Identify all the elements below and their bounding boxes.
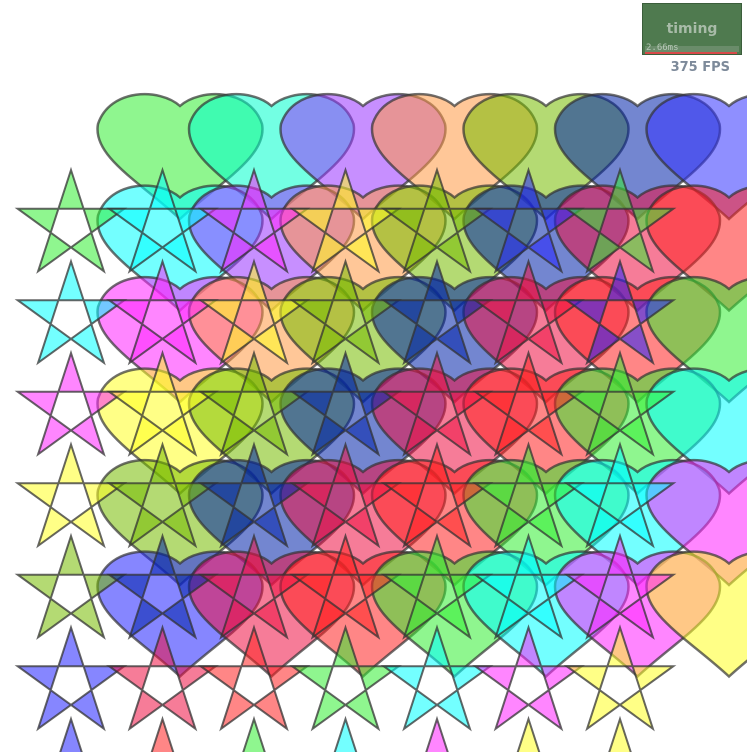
star-shape bbox=[197, 349, 311, 457]
stars-layer bbox=[14, 166, 677, 752]
star-shape bbox=[106, 532, 219, 640]
star-shape bbox=[197, 532, 311, 640]
star-shape bbox=[563, 166, 677, 274]
star-shape bbox=[472, 166, 585, 274]
star-shape bbox=[380, 166, 494, 274]
star-shape bbox=[563, 258, 677, 366]
timing-label: timing bbox=[666, 21, 718, 37]
star-shape bbox=[472, 624, 585, 732]
star-shape bbox=[516, 715, 541, 752]
star-shape bbox=[197, 441, 311, 549]
star-shape bbox=[563, 624, 677, 732]
timing-bar bbox=[645, 52, 737, 54]
star-shape bbox=[289, 532, 402, 640]
star-shape bbox=[106, 349, 219, 457]
star-shape bbox=[289, 441, 402, 549]
star-shape bbox=[472, 258, 585, 366]
star-shape bbox=[59, 715, 83, 752]
star-shape bbox=[563, 349, 677, 457]
star-shape bbox=[106, 624, 219, 732]
fps-counter: 375 FPS bbox=[670, 60, 730, 75]
star-shape bbox=[14, 166, 128, 274]
star-shape bbox=[289, 258, 402, 366]
star-shape bbox=[333, 715, 358, 752]
star-shape bbox=[472, 441, 585, 549]
heart-shape bbox=[645, 550, 747, 679]
star-shape bbox=[380, 532, 494, 640]
timing-panel: timing 2.66ms bbox=[642, 3, 742, 55]
star-shape bbox=[14, 532, 128, 640]
star-shape bbox=[14, 624, 128, 732]
star-shape bbox=[14, 441, 128, 549]
star-shape bbox=[608, 715, 632, 752]
timing-ms-readout: 2.66ms bbox=[646, 43, 679, 53]
star-shape bbox=[425, 715, 449, 752]
star-shape bbox=[289, 624, 402, 732]
star-shape bbox=[380, 258, 494, 366]
star-shape bbox=[106, 441, 219, 549]
star-shape bbox=[106, 258, 219, 366]
star-shape bbox=[289, 349, 402, 457]
star-shape bbox=[380, 349, 494, 457]
star-shape bbox=[150, 715, 175, 752]
star-shape bbox=[380, 624, 494, 732]
star-shape bbox=[472, 349, 585, 457]
star-shape bbox=[380, 441, 494, 549]
star-shape bbox=[197, 166, 311, 274]
star-shape bbox=[14, 349, 128, 457]
star-shape bbox=[242, 715, 266, 752]
star-shape bbox=[472, 532, 585, 640]
star-shape bbox=[563, 441, 677, 549]
timing-graph bbox=[645, 46, 739, 52]
star-shape bbox=[14, 258, 128, 366]
star-shape bbox=[106, 166, 219, 274]
star-shape bbox=[563, 532, 677, 640]
star-shape bbox=[197, 258, 311, 366]
star-shape bbox=[197, 624, 311, 732]
star-shape bbox=[289, 166, 402, 274]
